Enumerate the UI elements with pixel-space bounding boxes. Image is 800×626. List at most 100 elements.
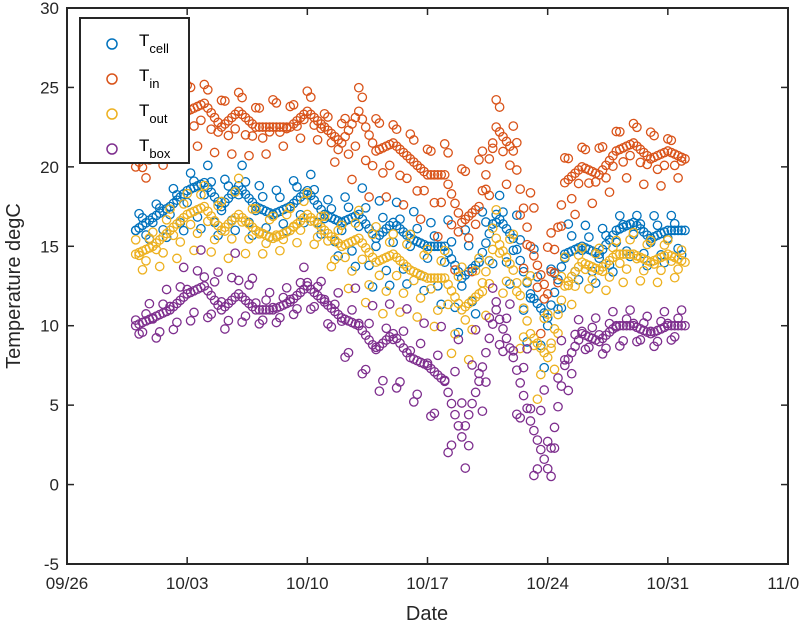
data-point [443, 299, 453, 310]
data-point [494, 127, 505, 137]
data-point [299, 114, 309, 125]
data-point [223, 181, 234, 191]
data-point [374, 270, 385, 281]
data-point [429, 231, 440, 241]
legend-label-out: Tout [139, 101, 168, 126]
data-point [216, 122, 227, 132]
data-point [443, 179, 453, 190]
data-point [402, 262, 412, 272]
data-point [223, 315, 234, 326]
data-point [463, 240, 474, 251]
data-point [130, 234, 141, 245]
data-point [240, 248, 251, 259]
data-point [233, 275, 244, 286]
data-point [470, 324, 481, 335]
data-point [494, 102, 505, 112]
data-point [381, 223, 392, 234]
data-point [556, 381, 567, 391]
data-point [261, 304, 271, 315]
data-point [498, 288, 508, 299]
data-point [546, 228, 556, 238]
data-point [415, 214, 426, 225]
data-point [656, 265, 666, 276]
data-point [481, 266, 491, 277]
data-point [535, 303, 546, 314]
data-point [412, 186, 423, 196]
data-point [436, 197, 447, 208]
data-point [340, 113, 350, 124]
data-point [463, 440, 474, 451]
data-point [244, 219, 254, 229]
data-point [659, 240, 670, 250]
data-point [573, 314, 584, 325]
data-point [381, 192, 392, 202]
data-point [522, 222, 532, 233]
data-point [237, 212, 247, 223]
data-point [474, 253, 484, 264]
data-point [422, 273, 433, 283]
data-point [525, 271, 536, 281]
data-point [450, 409, 460, 420]
data-point [202, 206, 213, 217]
data-point [357, 92, 368, 103]
data-point [429, 321, 440, 332]
data-point [662, 320, 673, 331]
data-point [426, 273, 436, 283]
data-point [244, 234, 254, 244]
data-point [614, 249, 625, 260]
data-point [378, 227, 388, 237]
data-point [271, 98, 282, 108]
data-point [474, 257, 484, 268]
data-point [223, 219, 234, 229]
data-point [402, 150, 412, 161]
data-point [638, 147, 649, 158]
data-point [257, 191, 268, 202]
data-point [566, 193, 577, 204]
data-point [446, 189, 457, 199]
data-point [535, 270, 546, 280]
data-point [542, 309, 553, 320]
data-point [522, 343, 532, 354]
data-point [364, 130, 374, 140]
data-point [673, 264, 683, 275]
data-point [178, 199, 189, 209]
data-point [426, 283, 436, 294]
data-point [408, 206, 419, 217]
data-point [360, 155, 371, 166]
legend-box [79, 17, 190, 164]
data-point [584, 178, 594, 188]
y-tick-label: 10 [40, 317, 59, 336]
data-point [360, 330, 371, 341]
data-point [292, 303, 302, 314]
data-point [559, 354, 570, 365]
data-point [652, 336, 663, 347]
data-point [532, 338, 543, 349]
data-point [319, 108, 330, 119]
data-point [305, 169, 316, 180]
data-point [165, 201, 175, 212]
data-point [587, 198, 598, 209]
data-point [426, 146, 436, 156]
data-point [477, 406, 488, 417]
data-point [535, 405, 546, 416]
data-point [154, 203, 165, 213]
data-point [213, 267, 223, 277]
data-point [601, 285, 611, 296]
data-point [621, 249, 632, 260]
data-point [257, 133, 268, 143]
data-point [402, 173, 412, 184]
data-point [237, 109, 247, 120]
data-point [484, 228, 495, 239]
data-point [336, 118, 347, 129]
data-point [292, 121, 302, 132]
data-point [535, 444, 546, 455]
data-point [535, 369, 546, 380]
data-point [209, 234, 220, 245]
data-point [484, 333, 495, 344]
data-point [529, 203, 539, 213]
data-point [275, 312, 285, 323]
data-point [257, 122, 268, 132]
data-point [295, 225, 306, 236]
data-point [412, 223, 423, 234]
data-point [244, 150, 254, 161]
